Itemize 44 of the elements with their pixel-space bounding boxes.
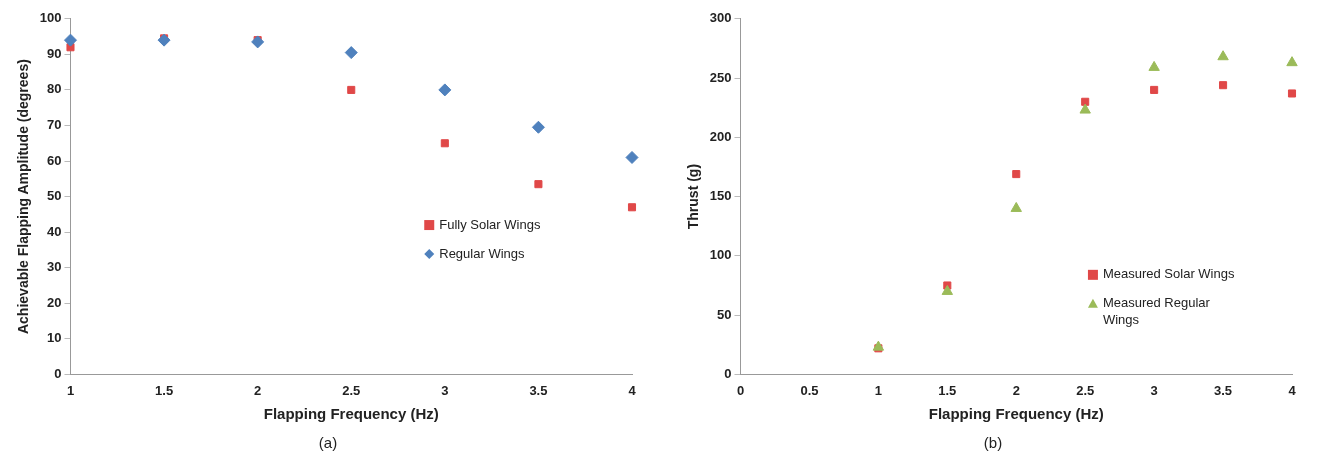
y-tick-label: 90	[47, 45, 62, 61]
y-tick-label: 80	[47, 81, 62, 97]
x-tick-label: 2.5	[1076, 382, 1095, 398]
y-tick-label: 60	[47, 152, 62, 168]
y-tick-label: 10	[47, 330, 62, 346]
x-tick-label: 4	[628, 382, 637, 398]
y-axis-title: Achievable Flapping Amplitude (degrees)	[15, 59, 32, 335]
x-tick-label: 2	[254, 382, 262, 398]
y-tick-label: 40	[47, 223, 62, 239]
y-tick-label: 250	[709, 69, 732, 85]
x-tick-label: 4	[1288, 382, 1297, 398]
y-axis-title: Thrust (g)	[685, 163, 702, 230]
x-axis-title: Flapping Frequency (Hz)	[928, 405, 1104, 423]
text: (a)	[317, 434, 339, 451]
y-tick-label: 100	[39, 10, 62, 26]
x-tick-label: 2.5	[342, 382, 361, 398]
y-tick-label: 50	[47, 188, 62, 204]
y-tick-label: 0	[724, 365, 732, 381]
y-tick-label: 20	[47, 294, 62, 310]
y-tick-label: 200	[709, 128, 732, 144]
x-tick-label: 1.5	[938, 382, 957, 398]
y-tick-label: 100	[709, 247, 732, 263]
x-tick-label: 1	[66, 382, 75, 398]
x-axis-title: Flapping Frequency (Hz)	[263, 405, 439, 423]
x-tick-label: 2	[1012, 382, 1020, 398]
x-tick-label: 1	[874, 382, 882, 398]
legend-label: Regular Wings	[439, 245, 525, 261]
legend-label: Measured Solar Wings	[1102, 266, 1235, 282]
legend-label: Fully Solar Wings	[439, 216, 541, 232]
x-tick-label: 0	[736, 382, 745, 398]
legend-label: Measured Regular Wings	[1102, 295, 1211, 328]
x-tick-label: 3	[441, 382, 449, 398]
x-tick-label: 3.5	[1214, 382, 1233, 398]
y-tick-label: 0	[54, 365, 62, 381]
y-tick-label: 30	[47, 259, 62, 275]
y-tick-label: 50	[717, 306, 732, 322]
y-tick-label: 150	[709, 188, 732, 204]
x-tick-label: 3.5	[529, 382, 548, 398]
text: (b)	[982, 434, 1004, 451]
y-tick-label: 70	[47, 117, 62, 133]
x-tick-label: 0.5	[800, 382, 819, 398]
y-tick-label: 300	[709, 10, 732, 26]
x-tick-label: 3	[1150, 382, 1158, 398]
x-tick-label: 1.5	[155, 382, 174, 398]
